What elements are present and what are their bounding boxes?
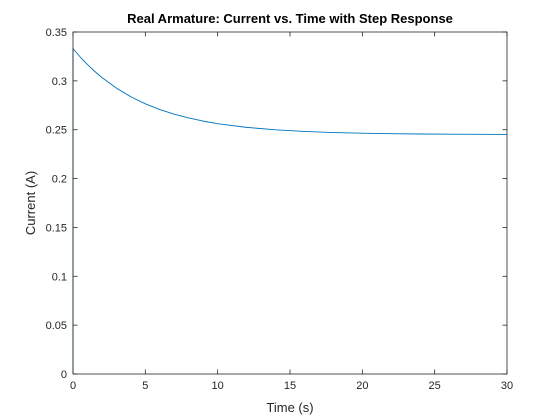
y-tick-label: 0.25 bbox=[46, 125, 67, 137]
plot-area bbox=[73, 32, 507, 374]
y-tick-label: 0.35 bbox=[46, 27, 67, 39]
x-tick-label: 15 bbox=[284, 380, 296, 392]
plot-box bbox=[72, 31, 508, 375]
x-tick-label: 5 bbox=[142, 380, 148, 392]
x-ticks: 0 5 10 15 20 25 30 bbox=[70, 32, 513, 392]
x-tick-label: 20 bbox=[356, 380, 368, 392]
x-tick-label: 10 bbox=[212, 380, 224, 392]
y-tick-label: 0.1 bbox=[52, 271, 67, 283]
x-tick-label: 30 bbox=[501, 380, 513, 392]
x-axis-label: Time (s) bbox=[266, 400, 313, 415]
y-tick-label: 0.3 bbox=[52, 76, 67, 88]
y-ticks: 0 0.05 0.1 0.15 0.2 0.25 0.3 0.35 bbox=[46, 27, 507, 381]
chart-title: Real Armature: Current vs. Time with Ste… bbox=[127, 11, 453, 26]
series-layer bbox=[72, 48, 508, 375]
y-axis-label: Current (A) bbox=[23, 171, 38, 235]
y-tick-label: 0.15 bbox=[46, 222, 67, 234]
series-line-0 bbox=[72, 48, 508, 375]
y-tick-label: 0 bbox=[61, 369, 67, 381]
x-tick-label: 25 bbox=[429, 380, 441, 392]
y-tick-label: 0.05 bbox=[46, 320, 67, 332]
y-tick-label: 0.2 bbox=[52, 174, 67, 186]
x-tick-label: 0 bbox=[70, 380, 76, 392]
